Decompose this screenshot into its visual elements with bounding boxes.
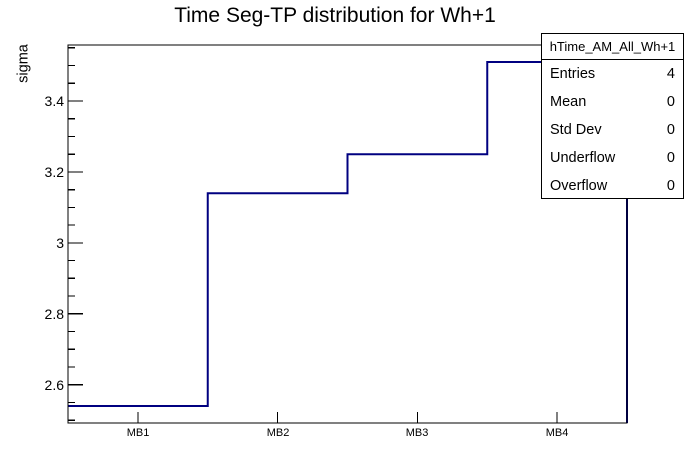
x-tick-label: MB4 [545, 427, 569, 439]
y-tick-label: 2.8 [44, 306, 64, 322]
stats-row-value: 0 [666, 178, 675, 194]
y-tick-label: 3.4 [44, 93, 64, 109]
stats-row-value: 0 [666, 122, 675, 138]
stats-row-value: 4 [666, 66, 675, 82]
stats-box-title: hTime_AM_All_Wh+1 [542, 34, 683, 60]
stats-row: Mean 0 [542, 88, 683, 116]
y-tick-label: 3.2 [44, 164, 64, 180]
stats-row-label: Overflow [550, 178, 608, 194]
stats-rows: Entries 4 Mean 0 Std Dev 0 Underflow 0 O… [542, 60, 683, 200]
stats-row-value: 0 [666, 150, 675, 166]
x-tick-label: MB1 [126, 427, 150, 439]
stats-row-label: Underflow [550, 150, 616, 166]
stats-row: Std Dev 0 [542, 116, 683, 144]
stats-row-label: Entries [550, 66, 596, 82]
stats-row: Overflow 0 [542, 172, 683, 200]
x-tick-label: MB3 [405, 427, 429, 439]
stats-row: Underflow 0 [542, 144, 683, 172]
y-tick-label: 3 [56, 235, 64, 251]
stats-row-value: 0 [666, 94, 675, 110]
x-tick-label: MB2 [266, 427, 290, 439]
stats-row-label: Std Dev [550, 122, 602, 138]
y-tick-label: 2.6 [44, 377, 64, 393]
stats-row-label: Mean [550, 94, 587, 110]
stats-box: hTime_AM_All_Wh+1 Entries 4 Mean 0 Std D… [541, 33, 684, 199]
chart-title: Time Seg-TP distribution for Wh+1 [174, 4, 496, 27]
stats-row: Entries 4 [542, 60, 683, 88]
